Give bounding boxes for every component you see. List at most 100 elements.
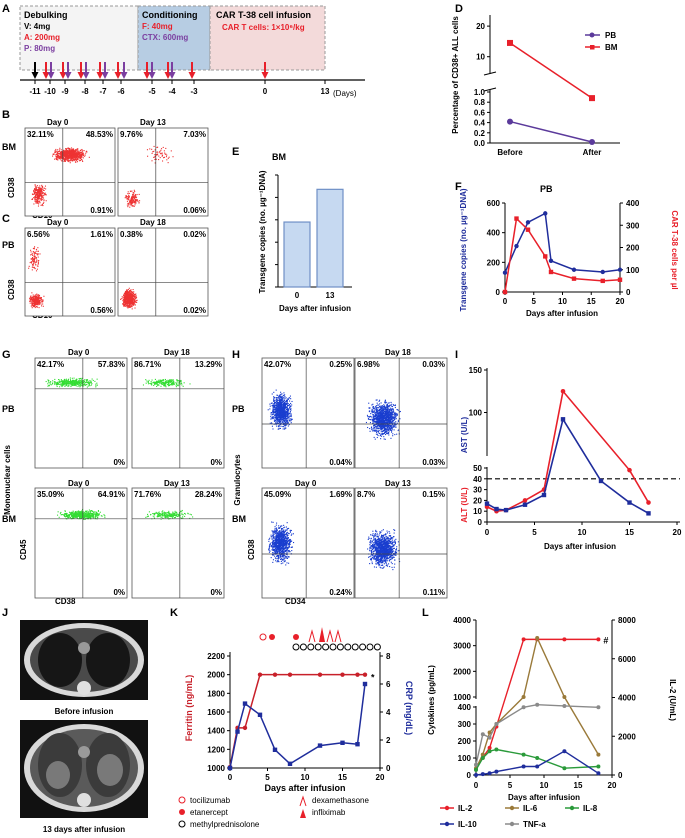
h-pb-day0-plot-event (278, 427, 280, 429)
g-bm-day0-plot-event (85, 516, 87, 518)
g-pb-day18-plot-event (163, 382, 165, 384)
b-day13-plot-event (151, 160, 153, 162)
b-day13-plot-event (126, 204, 128, 206)
b-day0-plot-event (76, 155, 78, 157)
c-day0-plot-event (32, 257, 34, 259)
b-day13-plot-event (134, 190, 136, 193)
g-bm-day0-plot-event (88, 509, 90, 511)
p-arrow-head (101, 72, 109, 79)
h-pb-day0-plot-event (284, 396, 286, 398)
f-ytick-right-label: 100 (626, 266, 640, 275)
g-pb-day18-plot-event (164, 384, 166, 386)
b-day13-plot-event (128, 199, 130, 201)
ctx-dose: CTX: 600mg (142, 33, 188, 42)
c-day0-plot-event (32, 297, 35, 299)
g-pb-day0-plot-event (69, 381, 71, 383)
legend-pb-marker (589, 32, 595, 38)
h-pb-day0-plot-event (273, 412, 275, 414)
b-day0-plot-event (74, 151, 76, 153)
h-pb-day0-plot-event (274, 415, 276, 417)
h-pb-day0-plot-event (286, 399, 288, 401)
c-day18-plot-event (123, 304, 125, 306)
g-pb-day18-plot-event (176, 383, 178, 385)
c-day18-plot-event (131, 302, 133, 304)
g-pb-day18-plot-event (156, 381, 159, 383)
b-day13-plot-event (158, 155, 160, 157)
b-day0-plot-event (34, 184, 36, 186)
b-day0-plot-event (72, 157, 74, 159)
g-pb-day18-plot-event (165, 382, 167, 384)
b-day0-plot-event (59, 147, 61, 149)
c-day18-plot-event (130, 300, 132, 302)
h-pb-day0-plot-event (281, 414, 284, 416)
b-day13-plot-event (134, 204, 136, 206)
g-pb-day0-plot-event (86, 386, 88, 388)
g-pb-day0-plot-event (73, 384, 75, 386)
g-pb-day0-plot-event (71, 384, 74, 386)
h-pb-day0-plot-event (279, 402, 281, 404)
e-xtick-label: 13 (326, 291, 335, 300)
g-bm-day13-plot-event (178, 514, 181, 516)
p-arrow-head (47, 72, 55, 79)
b-day0-plot-event (38, 197, 40, 199)
g-bm-day13-plot-event (162, 510, 164, 512)
h-pb-day18-plot-event (380, 427, 382, 429)
c-day0-plot-event (40, 297, 43, 299)
p-arrow-head (120, 72, 128, 79)
b-day0-plot-event (34, 185, 36, 187)
b-day0-plot-event (37, 195, 40, 197)
h-pb-day0-plot-event (277, 397, 279, 399)
b-day0-plot-event (40, 204, 42, 206)
c-day0-plot-event (35, 252, 37, 254)
a-dose: A: 200mg (24, 33, 60, 42)
timeline-tick-label: -3 (190, 87, 198, 96)
b-day0-plot-event (39, 188, 41, 191)
b-day0-plot-event (37, 205, 40, 207)
g-bm-day0-plot-event (90, 510, 92, 512)
c-day18-plot-event (136, 297, 138, 299)
c-day18-plot-event (123, 299, 125, 301)
h-pb-day0-plot-event (272, 408, 274, 410)
c-day0-plot-event (32, 251, 35, 253)
h-pb-day18-plot-event (390, 407, 392, 409)
f-car-t-point (543, 254, 548, 259)
g-pb-day18-plot-event (180, 381, 182, 383)
g-pb-day0-plot-event (52, 380, 54, 382)
g-bm-day0-plot-event (61, 514, 63, 516)
c-day18-title: Day 18 (140, 218, 166, 227)
g-bm-day0-plot-q-upper-right: 64.91% (98, 490, 125, 499)
f-ytick-left-label: 400 (487, 229, 501, 238)
h-pb-day0-plot-event (270, 418, 272, 420)
f-transgene-point (514, 243, 519, 249)
fludarabine-arrow-head (188, 72, 196, 79)
h-pb-day0-plot-event (279, 409, 281, 411)
b-day0-plot-event (60, 157, 62, 159)
g-bm-day13-plot-event (158, 512, 161, 515)
b-day0-plot-event (60, 154, 62, 156)
g-pb-day18-plot-event (167, 382, 170, 384)
h-pb-day0-plot-event (288, 412, 290, 415)
a-arrow-head (114, 72, 122, 79)
c-day18-plot-event (135, 297, 137, 299)
h-pb-day0-plot-event (267, 409, 269, 411)
h-pb-day0-plot-event (274, 422, 277, 424)
h-pb-day18-plot-event (393, 429, 395, 431)
car-infusion-box (209, 5, 326, 71)
b-day0-plot-event (73, 157, 75, 159)
b-day13-plot-event (131, 205, 133, 207)
c-day0-plot-event (34, 300, 36, 302)
b-day0-plot-event (65, 155, 67, 157)
g-pb-day18-plot-event (171, 384, 173, 386)
c-day0-plot-event (41, 299, 43, 301)
g-pb-day0-plot-event (53, 381, 55, 383)
g-bm-day0-plot-event (75, 515, 78, 517)
h-pb-day0-plot-event (275, 403, 278, 405)
b-day0-plot-event (63, 158, 65, 160)
b-day13-plot-event (156, 151, 158, 153)
h-pb-day0-plot-event (276, 413, 279, 415)
g-pb-day0-plot-event (69, 382, 71, 385)
c-day18-plot-event (131, 295, 133, 297)
h-pb-day0-plot-event (289, 407, 291, 409)
c-day18-plot-event (134, 304, 136, 306)
b-day0-plot-event (34, 190, 36, 192)
